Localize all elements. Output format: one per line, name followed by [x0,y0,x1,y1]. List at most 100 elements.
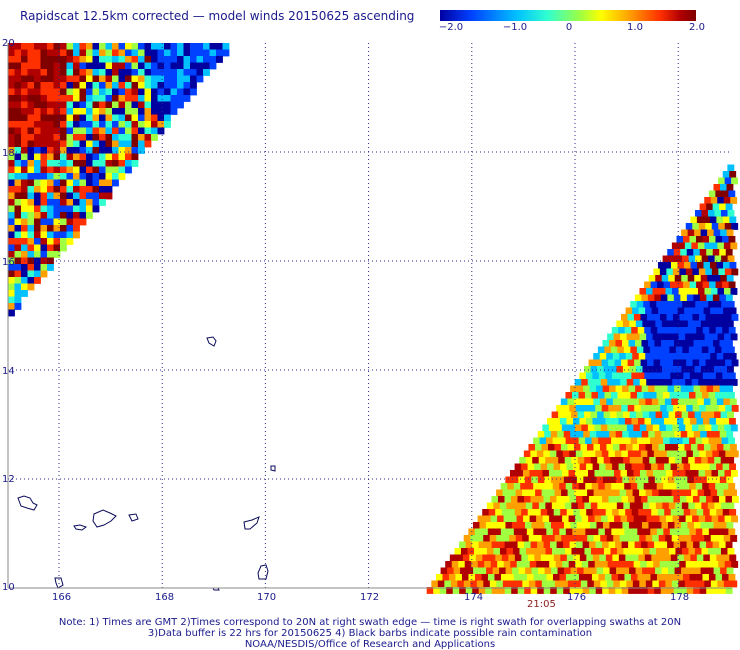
wind-diff-cell [587,535,595,542]
wind-diff-cell [190,88,197,96]
wind-diff-cell [721,483,729,490]
wind-diff-cell [86,95,93,102]
wind-diff-cell [589,587,597,594]
wind-diff-cell [673,587,681,594]
wind-diff-cell [588,561,596,568]
wind-diff-cell [125,140,132,148]
wind-diff-cell [463,535,471,542]
wind-diff-cell [729,444,737,451]
wind-diff-cell [668,366,676,373]
wind-diff-cell [680,541,687,549]
wind-diff-cell [710,535,718,542]
wind-diff-cell [559,483,567,490]
wind-diff-cell [621,496,629,503]
wind-diff-cell [500,483,508,490]
wind-diff-cell [654,522,662,529]
wind-diff-cell [588,359,596,367]
wind-diff-cell [669,392,677,399]
wind-diff-cell [488,509,496,516]
wind-diff-cell [568,561,576,568]
wind-diff-cell [725,203,733,211]
wind-diff-cell [608,496,616,503]
wind-diff-cell [715,483,723,490]
wind-diff-cell [21,179,28,187]
wind-diff-cell [593,444,601,451]
wind-diff-cell [652,580,660,588]
lon-tick-label: 178 [670,592,690,603]
wind-diff-cell [501,554,509,562]
wind-diff-cell [504,587,512,594]
wind-diff-cell [576,476,584,484]
wind-diff-cell [614,515,621,523]
wind-diff-cell [562,496,570,503]
wind-diff-cell [183,62,191,70]
wind-diff-cell [635,385,643,393]
wind-diff-cell [491,541,499,549]
wind-diff-cell [724,268,732,276]
wind-diff-cell [656,301,664,308]
wind-diff-cell [600,535,608,542]
wind-diff-cell [656,528,664,536]
wind-diff-cell [60,147,67,154]
wind-diff-cell [537,522,545,529]
wind-diff-cell [580,535,588,542]
wind-diff-cell [8,244,15,252]
wind-diff-cell [628,587,636,594]
wind-diff-cell [47,225,54,232]
wind-diff-cell [695,437,703,445]
wind-diff-cell [34,205,41,213]
wind-diff-cell [537,587,545,594]
wind-diff-cell [557,431,565,438]
lat-tick-label: 16 [2,257,15,268]
wind-diff-cell [472,522,480,529]
wind-diff-cell [164,114,171,122]
wind-diff-cell [40,270,48,278]
wind-diff-cell [493,548,501,555]
wind-diff-cell [697,444,705,451]
wind-diff-cell [631,509,639,516]
wind-diff-cell [531,476,539,484]
wind-diff-cell [556,587,564,594]
wind-diff-cell [573,398,581,406]
wind-diff-cell [640,359,648,367]
wind-diff-cell [105,121,113,128]
wind-diff-cell [637,372,645,380]
wind-diff-cell [606,489,614,497]
wind-diff-cell [718,223,726,230]
wind-diff-cell [8,43,15,50]
wind-diff-cell [663,574,671,581]
wind-diff-cell [47,205,54,213]
wind-diff-cell [47,69,54,76]
wind-diff-cell [677,307,685,315]
wind-diff-cell [554,580,562,588]
wind-diff-cell [625,554,633,562]
wind-diff-cell [601,450,609,458]
wind-diff-cell [689,528,697,536]
wind-diff-cell [489,535,497,542]
wind-diff-cell [656,483,664,490]
wind-diff-cell [642,567,649,575]
wind-diff-cell [625,398,633,406]
wind-diff-cell [605,372,613,380]
wind-diff-cell [654,541,661,549]
wind-diff-cell [709,262,717,269]
wind-diff-cell [644,509,652,516]
wind-diff-cell [657,262,665,269]
wind-diff-cell [718,314,726,321]
wind-diff-cell [151,43,158,50]
wind-diff-cell [27,251,35,258]
wind-diff-cell [695,574,703,581]
wind-diff-cell [564,502,572,510]
wind-diff-cell [577,567,584,575]
wind-diff-cell [513,528,521,536]
wind-diff-cell [66,153,74,161]
wind-diff-cell [656,346,664,354]
wind-diff-cell [688,411,696,419]
wind-diff-cell [99,43,106,50]
wind-diff-cell [203,62,210,70]
wind-diff-cell [177,82,184,89]
wind-diff-cell [470,535,478,542]
wind-diff-cell [112,95,119,102]
wind-diff-cell [639,580,647,588]
wind-diff-cell [21,101,28,109]
